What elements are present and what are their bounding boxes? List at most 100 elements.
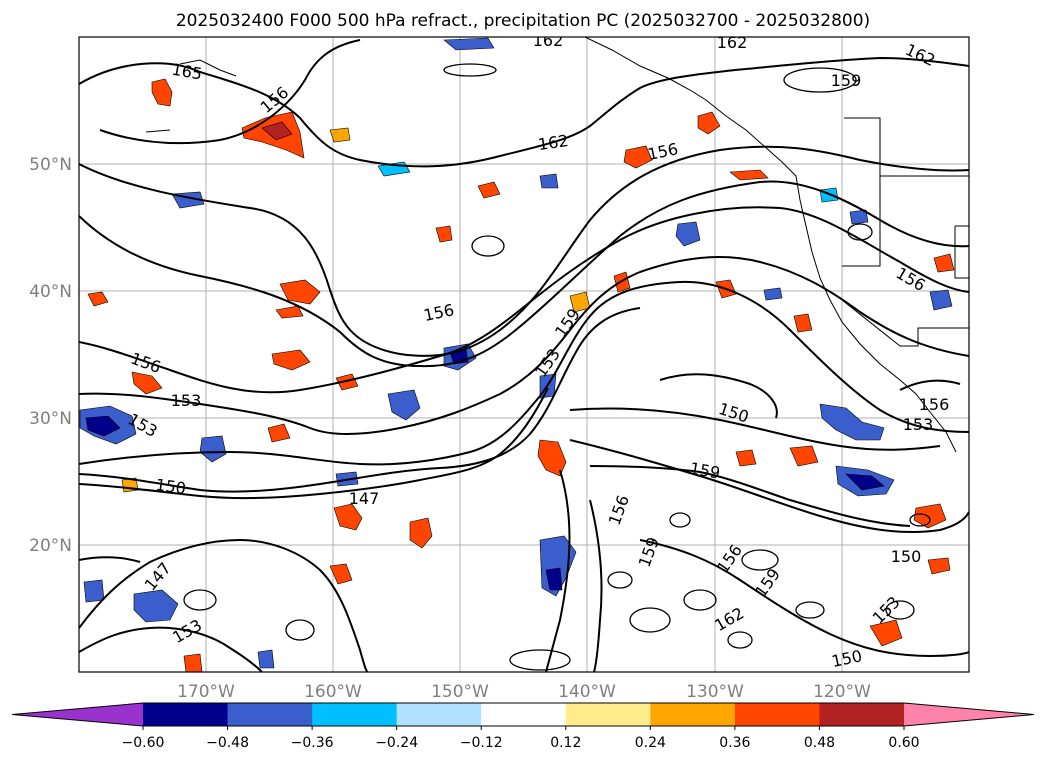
precip-negative-blob — [443, 37, 495, 51]
precip-negative-blob — [929, 289, 953, 311]
contour-156 — [79, 180, 969, 368]
precip-positive-blob — [267, 423, 291, 443]
canada-us-border — [844, 117, 969, 177]
contour-label: 162 — [537, 131, 570, 154]
precip-positive-blob — [729, 169, 769, 181]
precip-negative-blob — [539, 173, 559, 189]
colorbar-tick-label: −0.12 — [460, 735, 503, 751]
closed-contour — [847, 223, 873, 241]
contour-153 — [79, 256, 969, 435]
precip-positive-blob — [869, 619, 903, 647]
precip-positive-blob — [335, 373, 359, 391]
contour-label: 153 — [171, 391, 202, 410]
contour-153-upper — [79, 206, 969, 394]
precip-positive-blob — [537, 439, 567, 477]
closed-contour — [727, 631, 753, 649]
precip-positive-blob — [933, 253, 955, 273]
contour-156-south — [545, 469, 571, 672]
precip-positive-blob — [697, 111, 721, 135]
colorbar-segment — [312, 703, 398, 726]
precip-negative-core — [85, 415, 121, 437]
precip-positive-blob — [789, 445, 819, 467]
contour-label: 162 — [717, 33, 748, 52]
closed-contour — [909, 513, 931, 527]
colorbar-tick-label: 0.24 — [635, 735, 666, 751]
precip-positive-blob — [329, 563, 353, 585]
contour-150 — [79, 280, 969, 466]
precip-negative-core — [845, 473, 885, 491]
precip-negative-blob — [763, 287, 783, 301]
colorbar: −0.60 −0.48 −0.36 −0.24 −0.12 0.12 0.24 0.36 0.4… — [11, 702, 1035, 751]
precip-negative-blob — [199, 435, 227, 463]
contour-153-east — [589, 465, 911, 527]
precip-positive-blob — [183, 653, 203, 672]
precip-positive-blob — [271, 349, 311, 371]
colorbar-segment — [481, 703, 567, 726]
lat-label-50n: 50°N — [29, 155, 72, 175]
contour-label: 159 — [831, 71, 862, 90]
closed-contour — [783, 67, 857, 93]
closed-contour — [471, 235, 505, 257]
precip-positive-blob — [735, 449, 757, 467]
contour-147-sw — [79, 538, 369, 672]
contour-fragment — [899, 379, 961, 391]
lon-label-150w: 150°W — [431, 682, 489, 702]
contour-150-lower — [79, 387, 549, 500]
contour-159 — [79, 145, 969, 357]
precip-positive-blob — [131, 371, 163, 395]
contour-closed — [659, 373, 778, 419]
colorbar-tick-label: 0.36 — [719, 735, 750, 751]
closed-contour — [509, 649, 571, 671]
precip-positive-blob — [275, 305, 304, 319]
lon-label-120w: 120°W — [813, 682, 871, 702]
precip-positive-blob — [435, 225, 453, 243]
contour-153-sw — [79, 626, 263, 672]
colorbar-segment — [565, 703, 651, 726]
precip-positive-blob — [569, 291, 591, 313]
colorbar-segment — [819, 703, 905, 726]
precip-positive-blob — [409, 517, 433, 549]
colorbar-extend-low — [12, 703, 143, 726]
precip-negative-blob — [819, 187, 839, 203]
closed-contour — [607, 571, 633, 589]
state-border — [842, 176, 881, 267]
colorbar-tick-label: −0.60 — [122, 735, 165, 751]
closed-contour — [683, 589, 717, 611]
colorbar-segment — [227, 703, 313, 726]
map-background — [79, 37, 969, 672]
contour-147 — [79, 307, 641, 493]
precip-positive-blob — [793, 313, 813, 333]
precip-negative-blob — [819, 403, 885, 441]
contour-159-south — [589, 499, 603, 672]
colorbar-tick-label: −0.36 — [291, 735, 334, 751]
graticule — [79, 37, 969, 672]
lon-label-130w: 130°W — [686, 682, 744, 702]
lat-label-20n: 20°N — [29, 536, 72, 556]
precip-positive-blob — [613, 271, 631, 293]
colorbar-segment — [734, 703, 820, 726]
minor-contours — [183, 63, 931, 671]
colorbar-tick-label: −0.48 — [206, 735, 249, 751]
colorbar-tick-label: 0.12 — [550, 735, 581, 751]
state-border — [954, 225, 969, 279]
closed-contour — [285, 619, 315, 641]
precip-negative-blob — [675, 221, 701, 247]
colorbar-segments — [11, 702, 1035, 727]
precip-negative-blob — [257, 649, 275, 669]
precip-positive-blob — [333, 503, 363, 531]
aleutian-islands — [145, 129, 171, 133]
contour-label: 150 — [154, 475, 187, 498]
aleutian-islands — [179, 59, 237, 77]
contour-label: 147 — [349, 489, 380, 508]
precip-positive-blob — [477, 181, 501, 199]
longitude-labels: 170°W 160°W 150°W 140°W 130°W 120°W — [177, 682, 871, 702]
contour-150-east — [569, 407, 941, 451]
figure-title: 2025032400 F000 500 hPa refract., precip… — [176, 11, 870, 31]
contour-label: 150 — [891, 547, 922, 566]
colorbar-segment — [143, 703, 229, 726]
precip-positive-blob — [623, 145, 653, 169]
closed-contour — [443, 63, 497, 77]
map-frame — [78, 36, 970, 673]
colorbar-tick-label: −0.24 — [375, 735, 418, 751]
precip-positive-blob — [87, 291, 109, 307]
